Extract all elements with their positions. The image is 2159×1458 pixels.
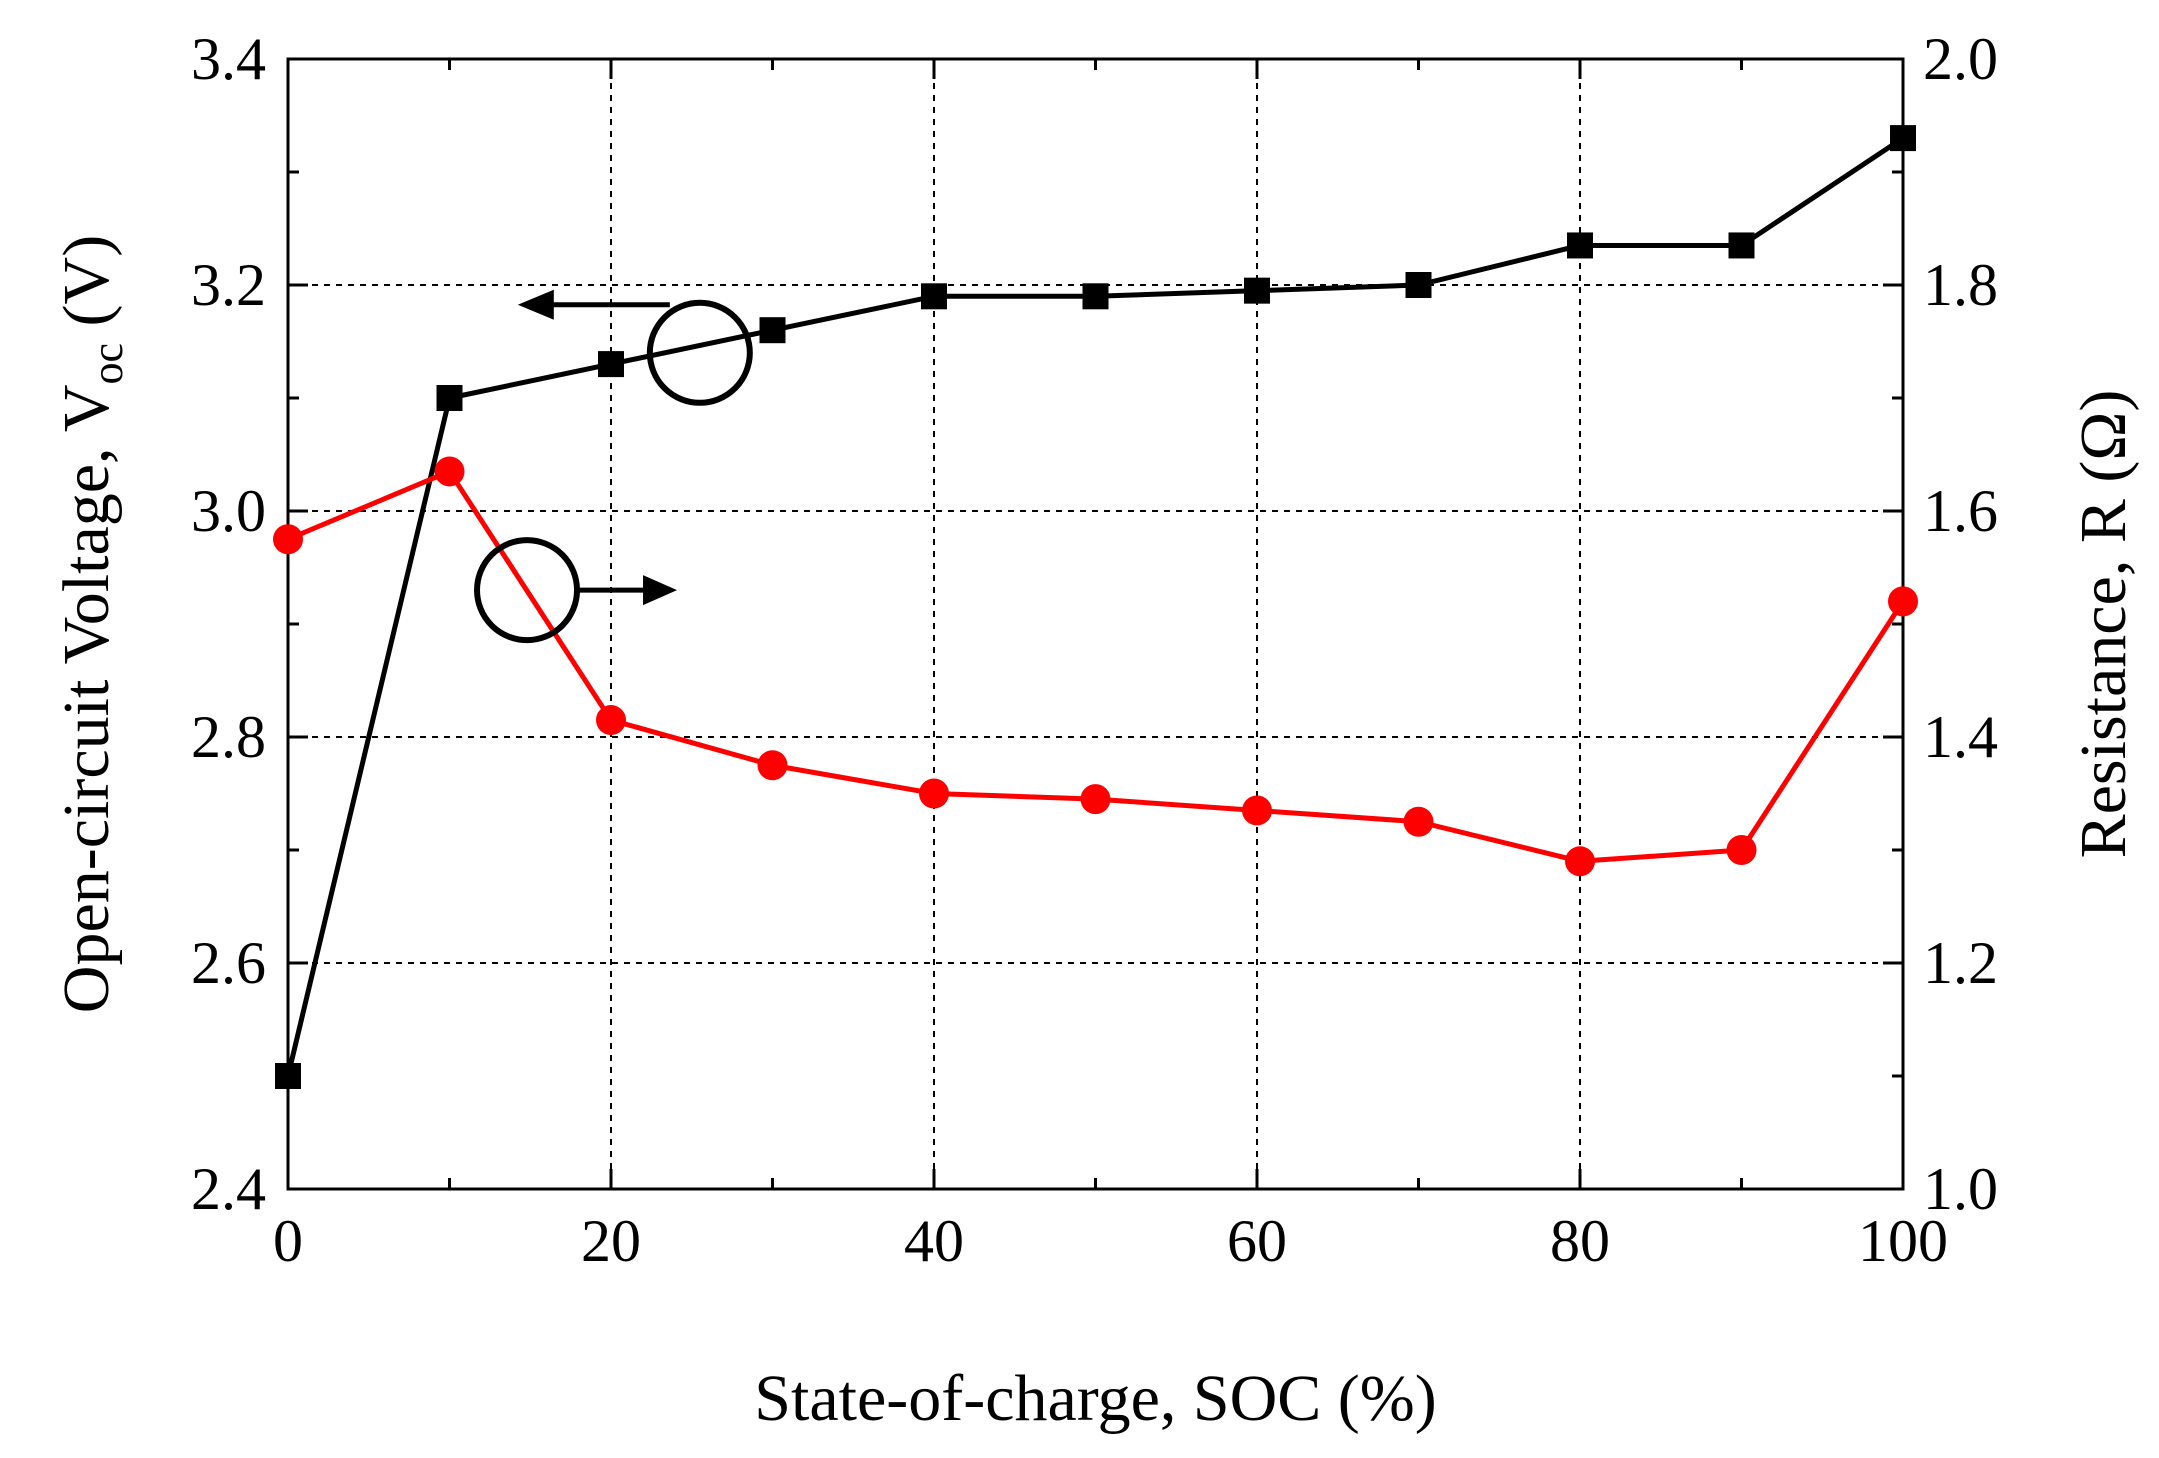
y-left-axis-title: Open-circuit Voltage, Voc (V): [50, 235, 132, 1013]
data-point-voltage: [275, 1063, 301, 1089]
y-right-tick-label: 1.0: [1923, 1156, 1998, 1222]
plot-frame: [286, 57, 1905, 1191]
data-point-voltage: [1890, 125, 1916, 152]
series-line-voltage: [285, 136, 1905, 1077]
plot-border: [286, 57, 1905, 1191]
x-axis-title: State-of-charge, SOC (%): [754, 1362, 1436, 1435]
data-point-voltage: [1728, 232, 1755, 259]
axis-ticks: 0 20 40 60 80 100 2.4 2.6 2.8 3.0 3.2 3.4 1.0 1.2 1.4 1…: [191, 26, 1998, 1274]
y-right-tick-label: 1.2: [1923, 930, 1998, 996]
arrow-left-icon: [517, 289, 554, 320]
data-point-resistance: [1726, 835, 1757, 865]
y-left-tick-label: 3.0: [191, 478, 266, 544]
data-point-resistance: [1403, 806, 1434, 837]
grid-lines: [288, 59, 1903, 1189]
data-point-resistance: [273, 524, 303, 555]
x-tick-label: 80: [1550, 1208, 1610, 1274]
axis-labels: State-of-charge, SOC (%) Open-circuit Vol…: [50, 235, 2140, 1435]
y-left-title-main: Open-circuit Voltage, V: [50, 384, 123, 1013]
data-point-resistance: [1242, 795, 1272, 826]
data-point-voltage: [598, 351, 624, 378]
data-point-resistance: [596, 705, 626, 736]
y-left-tick-label: 2.4: [191, 1156, 266, 1222]
series-layer: [273, 125, 1918, 1089]
data-point-resistance: [434, 456, 465, 487]
data-point-resistance: [757, 750, 788, 781]
arrow-right-icon: [643, 575, 678, 606]
x-tick-label: 0: [273, 1208, 303, 1274]
y-left-title-unit: (V): [50, 235, 123, 343]
data-point-voltage: [1405, 272, 1432, 298]
y-left-tick-label: 3.2: [191, 252, 266, 318]
y-right-tick-label: 2.0: [1923, 26, 1998, 92]
x-tick-label: 60: [1227, 1208, 1287, 1274]
data-point-voltage: [436, 385, 463, 411]
data-point-resistance: [1888, 586, 1918, 617]
y-left-tick-label: 2.8: [191, 704, 266, 770]
data-point-resistance: [1565, 846, 1595, 877]
y-right-axis-title: Resistance, R (Ω): [2067, 390, 2140, 859]
y-right-tick-label: 1.8: [1923, 252, 1998, 318]
x-tick-label: 20: [581, 1208, 641, 1274]
annotation-circle: [646, 299, 753, 406]
data-point-voltage: [759, 317, 786, 344]
data-point-voltage: [1244, 277, 1270, 304]
data-point-voltage: [921, 283, 947, 310]
x-tick-label: 40: [904, 1208, 964, 1274]
y-right-tick-label: 1.6: [1923, 478, 1998, 544]
y-left-title-sub: oc: [83, 343, 132, 385]
data-point-resistance: [919, 778, 949, 809]
data-point-voltage: [1567, 232, 1593, 259]
y-left-tick-label: 2.6: [191, 930, 266, 996]
data-point-resistance: [1080, 784, 1111, 815]
data-point-voltage: [1082, 283, 1109, 310]
y-left-tick-label: 3.4: [191, 26, 266, 92]
y-right-tick-label: 1.4: [1923, 704, 1998, 770]
annotations-layer: [474, 289, 753, 644]
x-tick-label: 100: [1858, 1208, 1948, 1274]
